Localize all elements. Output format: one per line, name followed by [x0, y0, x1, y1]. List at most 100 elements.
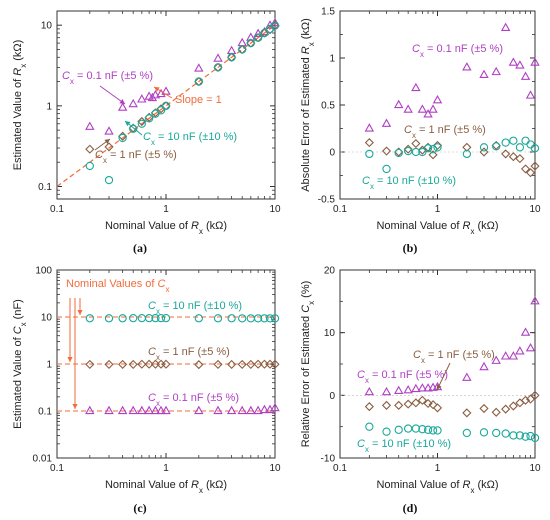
- data-point: [428, 400, 438, 410]
- data-point: [479, 428, 489, 437]
- data-point: [147, 92, 158, 102]
- series-circle: [85, 21, 280, 185]
- data-point: [227, 314, 236, 323]
- data-point: [432, 403, 443, 413]
- data-point: [253, 33, 263, 42]
- series-triangle: [364, 22, 540, 132]
- data-point: [156, 405, 166, 415]
- data-point: [433, 426, 442, 435]
- data-point: [491, 355, 501, 364]
- data-point: [403, 104, 413, 113]
- data-point: [501, 404, 511, 414]
- data-point: [260, 314, 269, 323]
- data-point: [161, 405, 171, 415]
- annotation-arrow-shaft: [99, 85, 126, 105]
- data-point: [530, 161, 540, 171]
- annotation-label: Cx = 10 nF (±10 %): [148, 300, 242, 316]
- data-point: [85, 144, 95, 154]
- series-diamond: [85, 359, 280, 370]
- data-point: [492, 428, 501, 438]
- data-point: [479, 143, 489, 152]
- data-point: [509, 431, 518, 440]
- panel-label: (d): [403, 501, 418, 515]
- data-point: [237, 37, 247, 47]
- data-point: [515, 60, 525, 69]
- data-point: [104, 126, 114, 135]
- data-point: [530, 390, 540, 400]
- data-point: [462, 372, 472, 381]
- data-point: [137, 405, 147, 415]
- annotation-label: Cx = 0.1 nF (±5 %): [62, 70, 153, 86]
- x-tick-label: 0.1: [333, 463, 347, 474]
- data-point: [491, 407, 501, 417]
- data-point: [270, 314, 280, 323]
- data-point: [194, 314, 203, 323]
- y-tick-label: 0.01: [33, 454, 53, 465]
- data-point: [246, 314, 255, 323]
- data-point: [213, 63, 223, 72]
- data-point: [161, 359, 171, 369]
- data-point: [520, 395, 531, 405]
- data-point: [411, 138, 421, 149]
- y-tick-label: 1: [46, 360, 52, 371]
- panel-a: 0.1 1 10 0.1 1 10 Nominal Value of Rx (kΩ) Esti…: [12, 10, 281, 255]
- data-point: [526, 431, 535, 441]
- data-point: [417, 104, 428, 113]
- y-tick-label: 20: [324, 266, 336, 277]
- data-point: [137, 119, 146, 128]
- annotation-label: Nominal Values of Cx: [66, 278, 169, 294]
- data-point: [144, 405, 154, 415]
- x-tick-label: 10: [529, 204, 541, 215]
- data-point: [403, 146, 413, 156]
- data-point: [227, 53, 236, 62]
- annotation-arrow-head: [125, 121, 131, 127]
- data-point: [462, 408, 472, 418]
- data-point: [515, 154, 525, 164]
- data-point: [194, 405, 204, 415]
- y-axis-label: Absolute Error of Estimated Rx (kΩ): [300, 18, 316, 192]
- data-point: [509, 136, 518, 145]
- data-point: [525, 343, 536, 352]
- data-point: [104, 359, 114, 369]
- data-point: [194, 63, 204, 72]
- data-point: [423, 109, 433, 118]
- slope-one-line: [56, 24, 276, 187]
- x-axis-label: Nominal Value of Rx (kΩ): [105, 220, 227, 236]
- data-point: [508, 57, 519, 66]
- data-point: [117, 405, 128, 415]
- data-point: [137, 359, 147, 369]
- data-point: [479, 361, 489, 371]
- data-point: [381, 118, 392, 127]
- data-point: [428, 104, 438, 113]
- y-tick-label: -10: [321, 454, 336, 465]
- x-tick-label: 1: [163, 463, 169, 474]
- data-point: [118, 133, 127, 143]
- data-point: [194, 360, 204, 370]
- data-point: [364, 123, 375, 132]
- data-point: [246, 359, 256, 369]
- data-point: [417, 395, 427, 405]
- y-tick-label: 10: [41, 21, 53, 32]
- data-point: [128, 405, 138, 415]
- annotation-label: Cx = 0.1 nF (±5 %): [412, 43, 503, 59]
- panel-b: 0.1 1 10 -0.5 0 0.5 1 1.5 Nominal Value of Rx (k…: [300, 7, 541, 256]
- annotation-label: Cx = 1 nF (±5 %): [148, 346, 230, 362]
- data-point: [508, 152, 518, 162]
- data-point: [104, 175, 114, 185]
- data-point: [501, 149, 511, 159]
- data-point: [213, 405, 223, 415]
- annotation-label: Cx = 0.1 nF (±5 %): [148, 392, 239, 408]
- panel-label: (a): [133, 241, 147, 255]
- data-point: [85, 405, 95, 415]
- annotation-arrow-head: [154, 87, 160, 92]
- data-point: [411, 424, 421, 433]
- data-point: [365, 149, 374, 159]
- data-point: [246, 38, 255, 48]
- data-point: [411, 147, 421, 157]
- data-point: [128, 98, 138, 108]
- annotation-label: Cx = 1 nF (±5 %): [404, 124, 486, 140]
- panel-d: 0.1 1 10 -10 0 10 20 Nominal Value of Rx (kΩ) Re…: [300, 266, 541, 516]
- data-point: [246, 32, 256, 41]
- data-point: [500, 351, 511, 360]
- nominal-arrow-head: [72, 404, 78, 409]
